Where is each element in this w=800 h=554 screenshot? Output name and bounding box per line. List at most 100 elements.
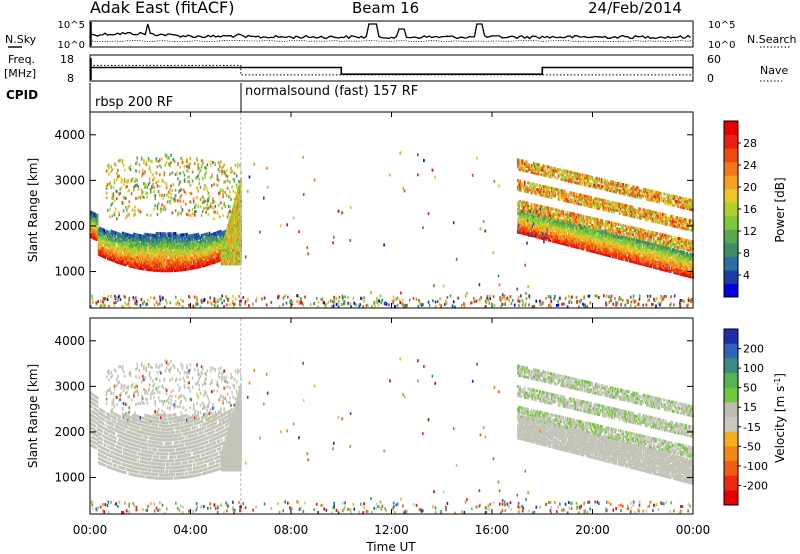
- power-cell: [213, 244, 215, 248]
- power-cell: [129, 233, 132, 237]
- power-cell: [161, 269, 163, 273]
- power-cell: [540, 189, 543, 193]
- power-cell: [135, 169, 137, 173]
- power-cell: [537, 215, 540, 219]
- power-cell: [519, 209, 521, 213]
- power-cell: [525, 190, 527, 193]
- power-cell: [189, 265, 192, 269]
- power-cell: [160, 232, 162, 236]
- power-cell: [521, 168, 524, 172]
- power-cell: [101, 248, 103, 252]
- power-cell: [104, 253, 107, 257]
- power-cell: [545, 206, 547, 210]
- power-cell: [93, 234, 95, 238]
- power-cell: [140, 265, 143, 268]
- power-cell: [140, 246, 143, 250]
- power-cell: [208, 250, 211, 254]
- power-cell: [136, 243, 138, 247]
- power-cell: [540, 224, 543, 228]
- power-cell: [178, 190, 180, 194]
- power-cell: [230, 170, 232, 174]
- power-cell: [538, 190, 541, 194]
- power-cell: [534, 192, 536, 196]
- power-cell: [93, 216, 95, 220]
- power-cell: [178, 242, 180, 245]
- power-cell: [557, 218, 560, 222]
- power-cell: [530, 186, 533, 190]
- power-cell: [113, 245, 116, 249]
- power-cell: [155, 264, 158, 268]
- power-cell: [107, 246, 109, 250]
- power-cell: [161, 157, 163, 161]
- power-cell: [177, 258, 179, 262]
- power-cell: [118, 242, 120, 246]
- power-cell: [118, 257, 120, 261]
- power-cell: [216, 239, 219, 243]
- power-cell: [538, 219, 541, 223]
- power-cell: [208, 239, 211, 243]
- power-cell: [218, 252, 221, 256]
- power-cell: [111, 214, 114, 218]
- power-cell: [129, 252, 132, 256]
- power-cell: [131, 263, 134, 267]
- power-cell: [547, 170, 550, 174]
- power-cell: [126, 243, 128, 247]
- power-cell: [186, 239, 188, 242]
- power-cell: [174, 262, 177, 266]
- power-cell: [551, 231, 553, 235]
- power-cell: [152, 178, 154, 182]
- power-cell: [118, 261, 120, 265]
- power-cell: [194, 241, 196, 245]
- power-cell: [111, 196, 114, 200]
- power-cell: [539, 188, 542, 192]
- power-cell: [540, 236, 543, 240]
- power-cell: [217, 257, 220, 261]
- power-cell: [108, 257, 110, 261]
- power-cell: [123, 242, 126, 246]
- power-cell: [519, 165, 521, 169]
- power-cell: [130, 234, 133, 238]
- power-cell: [134, 249, 136, 253]
- power-cell: [189, 246, 192, 250]
- power-cell: [108, 232, 110, 236]
- power-cell: [142, 250, 144, 254]
- power-cell: [118, 211, 120, 215]
- power-cell: [196, 265, 198, 269]
- power-cell: [529, 231, 532, 235]
- power-cell: [198, 244, 201, 248]
- power-cell: [211, 257, 213, 261]
- power-cell: [183, 179, 186, 183]
- power-cell: [203, 245, 205, 249]
- power-cell: [146, 263, 149, 267]
- power-cell: [148, 266, 151, 270]
- power-cell: [195, 203, 197, 207]
- power-cell: [209, 241, 212, 245]
- power-cell: [205, 261, 207, 265]
- power-cell: [186, 243, 188, 247]
- power-cell: [163, 269, 166, 273]
- power-cell: [170, 232, 172, 236]
- power-cell: [197, 247, 199, 251]
- power-cell: [534, 189, 536, 193]
- power-cell: [553, 214, 555, 218]
- power-cell: [172, 244, 175, 248]
- power-cell: [218, 238, 221, 242]
- power-cell: [138, 266, 141, 270]
- power-cell: [560, 241, 562, 245]
- power-cell: [566, 211, 569, 215]
- power-cell: [177, 268, 179, 272]
- power-cell: [518, 206, 520, 210]
- power-cell: [172, 158, 175, 161]
- power-cell: [557, 228, 560, 232]
- power-cell: [154, 197, 156, 201]
- power-cell: [189, 259, 192, 262]
- power-cell: [523, 182, 526, 186]
- power-cell: [117, 236, 119, 240]
- power-cell: [152, 254, 154, 258]
- power-cell: [223, 180, 225, 184]
- power-cell: [109, 233, 111, 237]
- power-cell: [535, 216, 537, 220]
- power-cell: [203, 233, 205, 237]
- power-cell: [557, 211, 560, 215]
- power-cell: [191, 240, 194, 244]
